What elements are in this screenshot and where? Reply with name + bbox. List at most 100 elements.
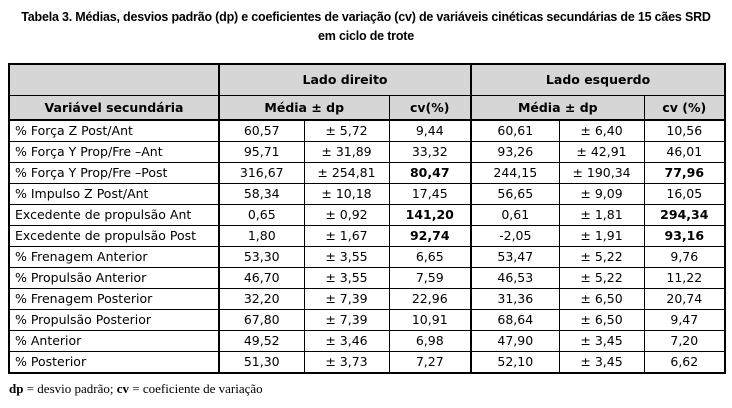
right-sd-value: ± 5,72	[303, 119, 390, 142]
left-sd-value: ± 6,40	[558, 119, 645, 142]
right-cv-value: 80,47	[388, 161, 473, 184]
left-cv-value: 20,74	[643, 287, 726, 310]
table-row: % Posterior 51,30 ± 3,73 7,27 52,10 ± 3,…	[8, 350, 726, 373]
header-variable: Variável secundária	[8, 95, 220, 121]
left-mean-value: 56,65	[470, 182, 560, 205]
table-row: % Propulsão Posterior 67,80 ± 7,39 10,91…	[8, 308, 726, 331]
right-mean-value: 58,34	[218, 182, 305, 205]
variable-label: % Força Y Prop/Fre –Post	[8, 161, 220, 184]
footnote-cv-text: = coeficiente de variação	[129, 380, 263, 396]
variable-label: % Propulsão Posterior	[8, 308, 220, 331]
left-mean-value: 0,61	[470, 203, 560, 226]
left-mean-value: 47,90	[470, 329, 560, 352]
left-mean-value: 244,15	[470, 161, 560, 184]
variable-label: Excedente de propulsão Ant	[8, 203, 220, 226]
header-mean-sd-left: Média ± dp	[470, 95, 645, 121]
left-cv-value: 16,05	[643, 182, 726, 205]
right-cv-value: 6,65	[388, 245, 473, 268]
empty-header-cell	[8, 63, 220, 96]
right-sd-value: ± 10,18	[303, 182, 390, 205]
left-mean-value: -2,05	[470, 224, 560, 247]
table-caption-line1: Tabela 3. Médias, desvios padrão (dp) e …	[21, 10, 711, 24]
left-cv-value: 10,56	[643, 119, 726, 142]
right-mean-value: 67,80	[218, 308, 305, 331]
right-cv-value: 22,96	[388, 287, 473, 310]
left-sd-value: ± 42,91	[558, 140, 645, 163]
right-mean-value: 46,70	[218, 266, 305, 289]
right-sd-value: ± 3,55	[303, 266, 390, 289]
header-left-side: Lado esquerdo	[470, 63, 726, 96]
header-row-sides: Lado direito Lado esquerdo	[8, 63, 726, 96]
header-right-side: Lado direito	[218, 63, 473, 96]
left-sd-value: ± 5,22	[558, 266, 645, 289]
left-sd-value: ± 1,91	[558, 224, 645, 247]
right-sd-value: ± 7,39	[303, 287, 390, 310]
right-mean-value: 51,30	[218, 350, 305, 373]
right-mean-value: 32,20	[218, 287, 305, 310]
left-cv-value: 9,76	[643, 245, 726, 268]
left-cv-value: 93,16	[643, 224, 726, 247]
footnote-dp-text: = desvio padrão;	[23, 380, 117, 396]
right-sd-value: ± 254,81	[303, 161, 390, 184]
right-cv-value: 33,32	[388, 140, 473, 163]
left-mean-value: 52,10	[470, 350, 560, 373]
variable-label: % Força Z Post/Ant	[8, 119, 220, 142]
table-row: % Força Y Prop/Fre –Post 316,67 ± 254,81…	[8, 161, 726, 184]
footnote-cv-label: cv	[116, 380, 130, 396]
left-mean-value: 60,61	[470, 119, 560, 142]
left-sd-value: ± 190,34	[558, 161, 645, 184]
right-sd-value: ± 31,89	[303, 140, 390, 163]
variable-label: % Frenagem Anterior	[8, 245, 220, 268]
right-mean-value: 316,67	[218, 161, 305, 184]
left-mean-value: 93,26	[470, 140, 560, 163]
left-mean-value: 53,47	[470, 245, 560, 268]
right-cv-value: 9,44	[388, 119, 473, 142]
right-cv-value: 10,91	[388, 308, 473, 331]
table-caption: Tabela 3. Médias, desvios padrão (dp) e …	[0, 0, 732, 46]
left-sd-value: ± 6,50	[558, 287, 645, 310]
table-row: % Força Y Prop/Fre –Ant 95,71 ± 31,89 33…	[8, 140, 726, 163]
variable-label: % Anterior	[8, 329, 220, 352]
right-mean-value: 95,71	[218, 140, 305, 163]
right-sd-value: ± 1,67	[303, 224, 390, 247]
right-mean-value: 0,65	[218, 203, 305, 226]
left-cv-value: 6,62	[643, 350, 726, 373]
header-cv-left: cv (%)	[643, 95, 726, 121]
kinetics-table: Lado direito Lado esquerdo Variável secu…	[8, 62, 727, 374]
variable-label: % Frenagem Posterior	[8, 287, 220, 310]
right-cv-value: 92,74	[388, 224, 473, 247]
right-mean-value: 1,80	[218, 224, 305, 247]
left-cv-value: 11,22	[643, 266, 726, 289]
table-body: % Força Z Post/Ant 60,57 ± 5,72 9,44 60,…	[8, 119, 726, 373]
table-row: % Propulsão Anterior 46,70 ± 3,55 7,59 4…	[8, 266, 726, 289]
table-row: % Força Z Post/Ant 60,57 ± 5,72 9,44 60,…	[8, 119, 726, 142]
right-sd-value: ± 3,55	[303, 245, 390, 268]
left-cv-value: 7,20	[643, 329, 726, 352]
variable-label: % Posterior	[8, 350, 220, 373]
right-mean-value: 53,30	[218, 245, 305, 268]
left-mean-value: 68,64	[470, 308, 560, 331]
table-caption-line2: em ciclo de trote	[318, 28, 414, 43]
variable-label: Excedente de propulsão Post	[8, 224, 220, 247]
left-sd-value: ± 9,09	[558, 182, 645, 205]
left-cv-value: 77,96	[643, 161, 726, 184]
left-cv-value: 46,01	[643, 140, 726, 163]
right-sd-value: ± 3,46	[303, 329, 390, 352]
table-row: % Frenagem Anterior 53,30 ± 3,55 6,65 53…	[8, 245, 726, 268]
header-row-columns: Variável secundária Média ± dp cv(%) Méd…	[8, 95, 726, 121]
left-cv-value: 9,47	[643, 308, 726, 331]
left-mean-value: 31,36	[470, 287, 560, 310]
right-mean-value: 60,57	[218, 119, 305, 142]
right-cv-value: 7,27	[388, 350, 473, 373]
table-row: Excedente de propulsão Post 1,80 ± 1,67 …	[8, 224, 726, 247]
left-sd-value: ± 3,45	[558, 350, 645, 373]
right-cv-value: 141,20	[388, 203, 473, 226]
right-sd-value: ± 3,73	[303, 350, 390, 373]
table-row: % Frenagem Posterior 32,20 ± 7,39 22,96 …	[8, 287, 726, 310]
left-sd-value: ± 1,81	[558, 203, 645, 226]
left-sd-value: ± 6,50	[558, 308, 645, 331]
right-cv-value: 6,98	[388, 329, 473, 352]
table-row: % Impulso Z Post/Ant 58,34 ± 10,18 17,45…	[8, 182, 726, 205]
header-cv-right: cv(%)	[388, 95, 473, 121]
